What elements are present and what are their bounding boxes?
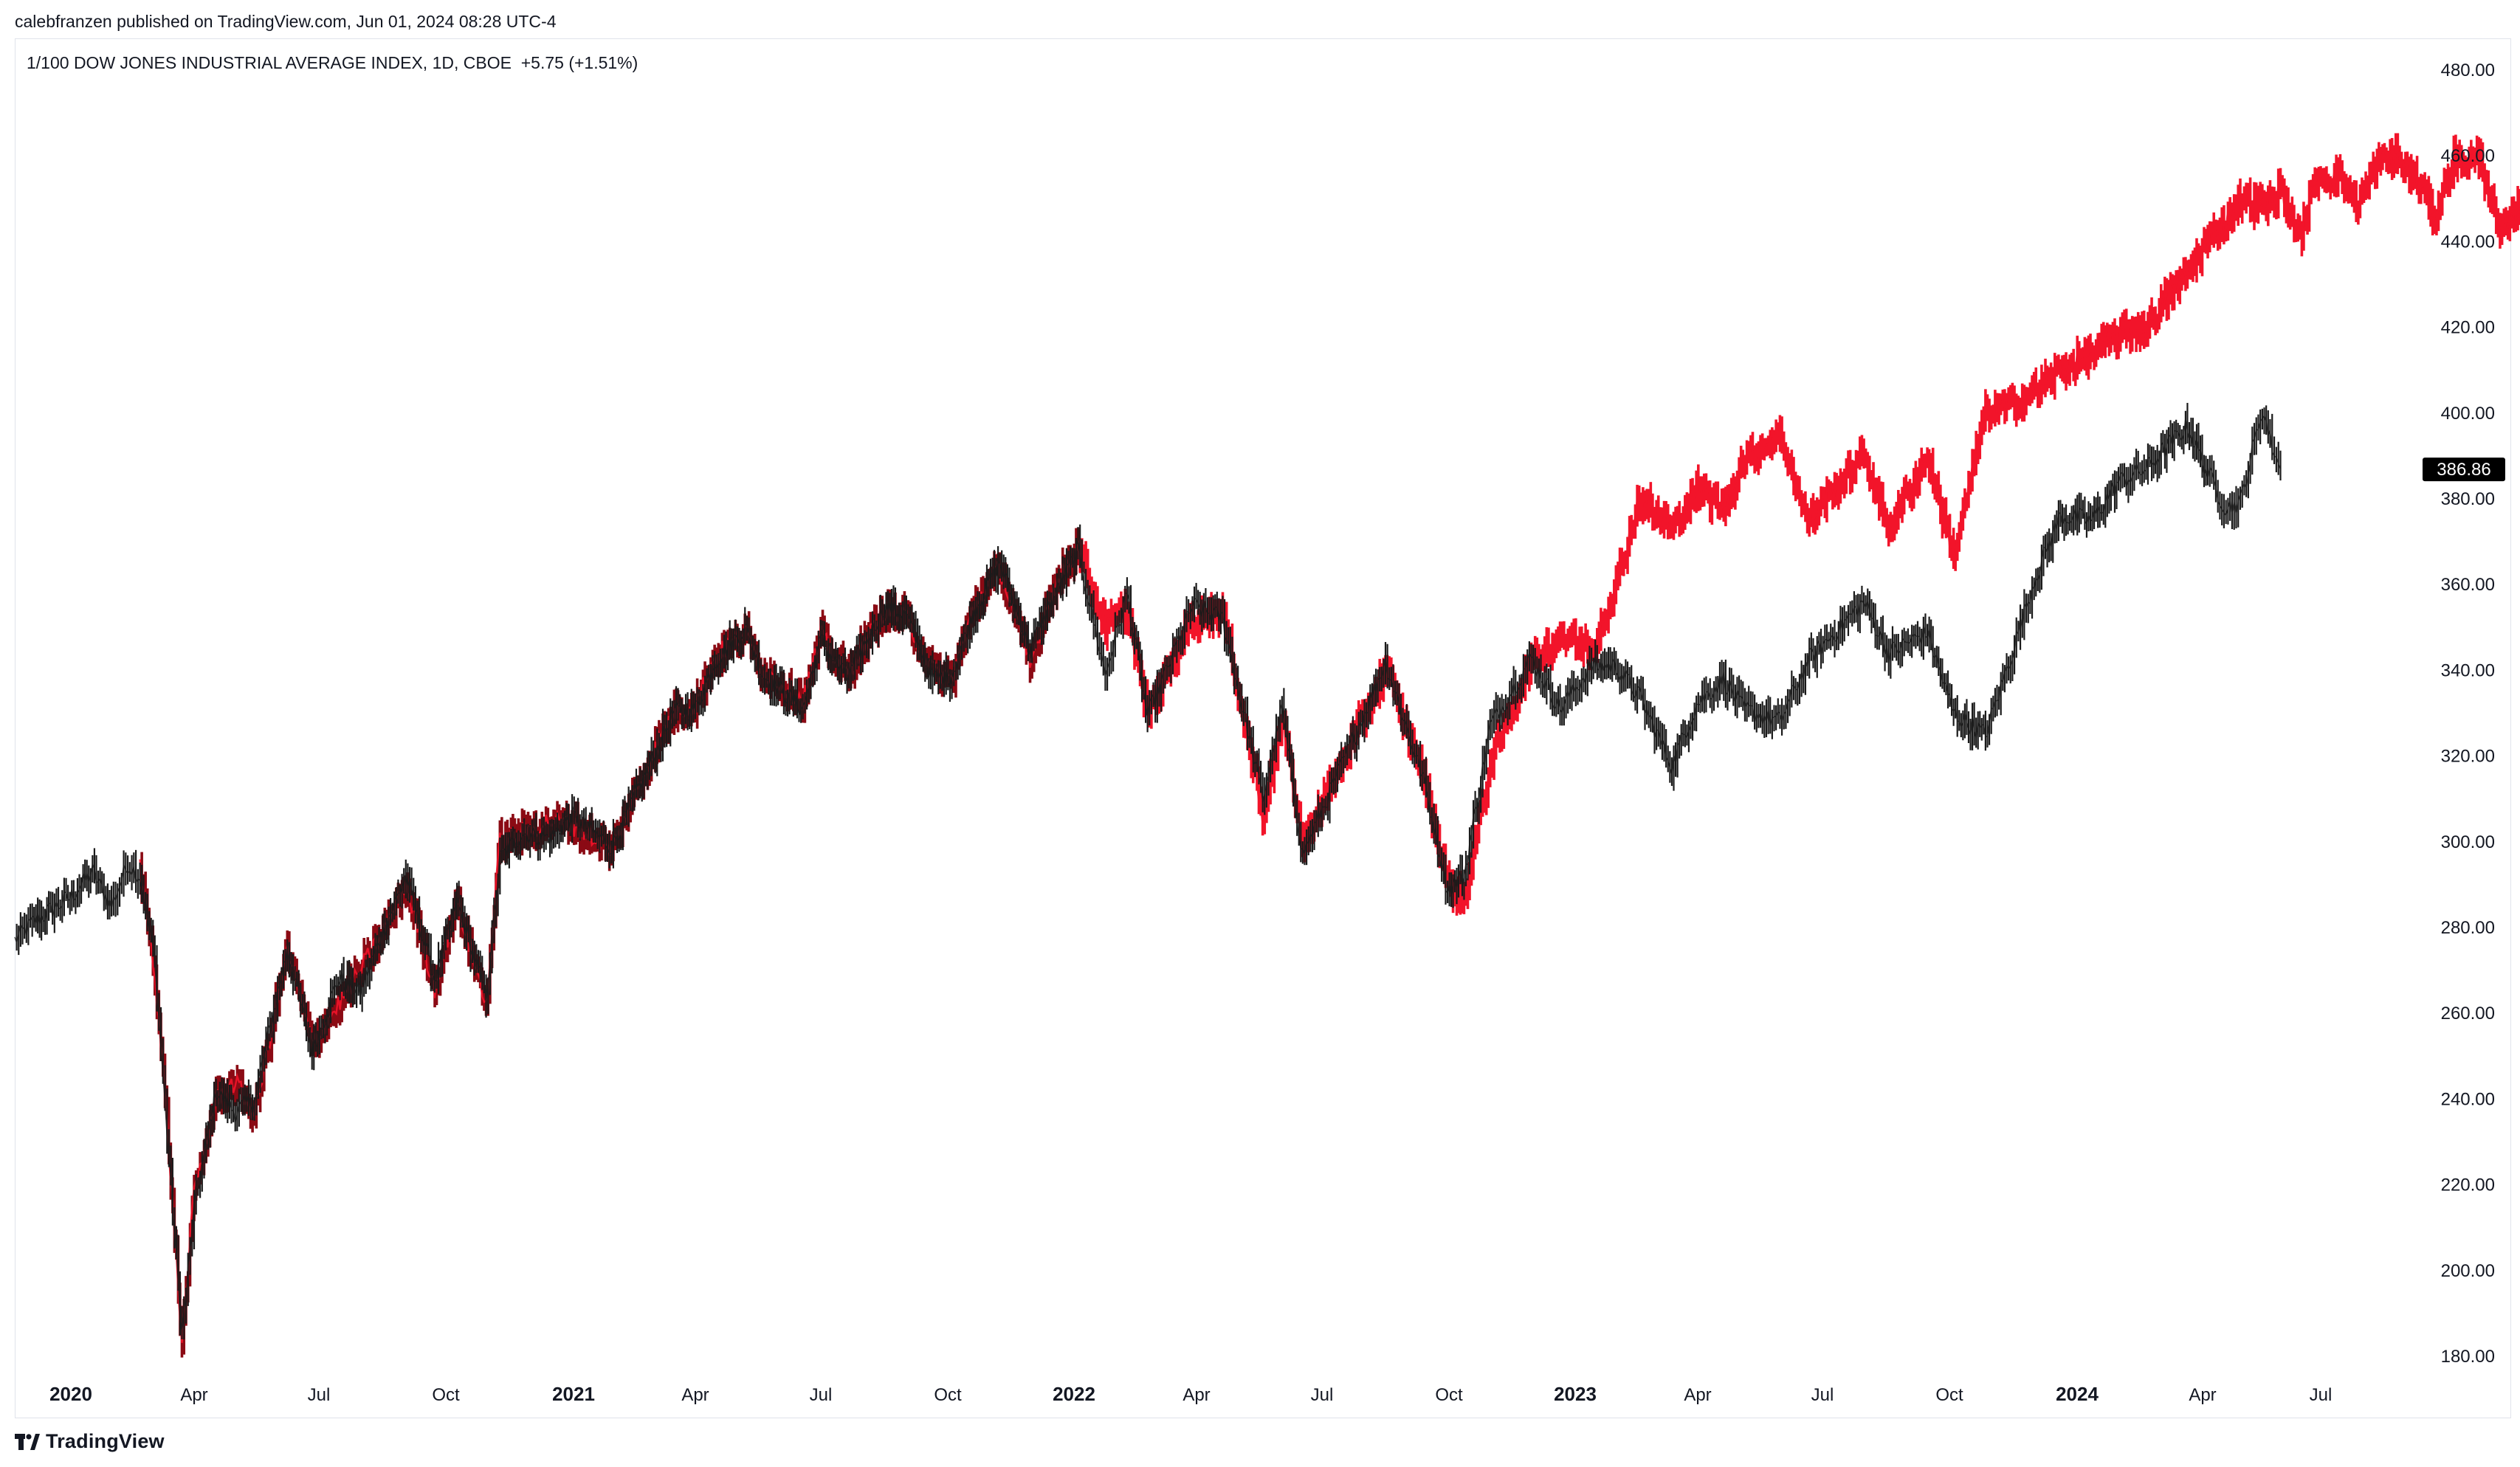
x-tick-month-label: Jul — [1811, 1385, 1834, 1405]
symbol-info: 1/100 DOW JONES INDUSTRIAL AVERAGE INDEX… — [27, 53, 638, 72]
x-tick-year-label: 2022 — [1053, 1383, 1095, 1405]
x-tick-month-label: Oct — [1935, 1385, 1963, 1405]
y-tick-label: 460.00 — [2441, 146, 2495, 166]
tradingview-logo[interactable]: TradingView — [15, 1430, 165, 1453]
x-tick-month-label: Oct — [1435, 1385, 1463, 1405]
x-tick-month-label: Apr — [681, 1385, 709, 1405]
y-tick-label: 300.00 — [2441, 832, 2495, 852]
series-line — [139, 146, 2520, 1343]
x-tick-year-label: 2024 — [2056, 1383, 2099, 1405]
y-tick-label: 200.00 — [2441, 1261, 2495, 1281]
tradingview-logo-icon — [15, 1433, 40, 1450]
x-tick-month-label: Apr — [2189, 1385, 2216, 1405]
series-layer — [14, 91, 2520, 1358]
x-tick-month-label: Jul — [810, 1385, 833, 1405]
y-tick-label: 220.00 — [2441, 1176, 2495, 1195]
y-tick-label: 180.00 — [2441, 1347, 2495, 1367]
x-tick-year-label: 2020 — [49, 1383, 92, 1405]
last-price-tag-label: 386.86 — [2437, 460, 2490, 480]
last-price-tag: 386.86 — [2423, 458, 2505, 482]
y-tick-label: 260.00 — [2441, 1004, 2495, 1024]
x-tick-year-label: 2021 — [552, 1383, 595, 1405]
x-tick-year-label: 2023 — [1554, 1383, 1597, 1405]
y-tick-label: 420.00 — [2441, 318, 2495, 338]
x-tick-month-label: Apr — [1684, 1385, 1711, 1405]
chart-frame[interactable] — [15, 38, 2511, 1418]
y-tick-label: 340.00 — [2441, 660, 2495, 680]
x-tick-month-label: Apr — [1182, 1385, 1210, 1405]
last-price-tag-background — [2423, 458, 2505, 482]
x-axis: 2020 Apr Jul Oct 2021 Apr Jul Oct 2022 Apr Jul Oct 2… — [49, 1383, 2332, 1405]
publisher-caption: calebfranzen published on TradingView.co… — [15, 12, 557, 31]
x-tick-month-label: Jul — [2310, 1385, 2333, 1405]
y-tick-label: 380.00 — [2441, 489, 2495, 509]
y-tick-label: 360.00 — [2441, 575, 2495, 595]
y-tick-label: 240.00 — [2441, 1089, 2495, 1109]
x-tick-month-label: Oct — [934, 1385, 962, 1405]
tradingview-logo-text: TradingView — [46, 1430, 165, 1452]
y-tick-label: 400.00 — [2441, 404, 2495, 424]
y-tick-label: 280.00 — [2441, 918, 2495, 938]
y-tick-label: 440.00 — [2441, 232, 2495, 252]
series-overlay-red[interactable] — [139, 91, 2520, 1358]
y-tick-label: 320.00 — [2441, 747, 2495, 767]
y-tick-label: 480.00 — [2441, 61, 2495, 80]
x-tick-month-label: Apr — [180, 1385, 207, 1405]
x-tick-month-label: Jul — [1311, 1385, 1334, 1405]
series-historical-black[interactable] — [14, 402, 2282, 1340]
x-tick-month-label: Jul — [308, 1385, 331, 1405]
x-tick-month-label: Oct — [432, 1385, 460, 1405]
y-axis: 480.00 460.00 440.00 420.00 400.00 380.00 360.… — [2441, 61, 2495, 1367]
series-line — [14, 414, 2282, 1333]
